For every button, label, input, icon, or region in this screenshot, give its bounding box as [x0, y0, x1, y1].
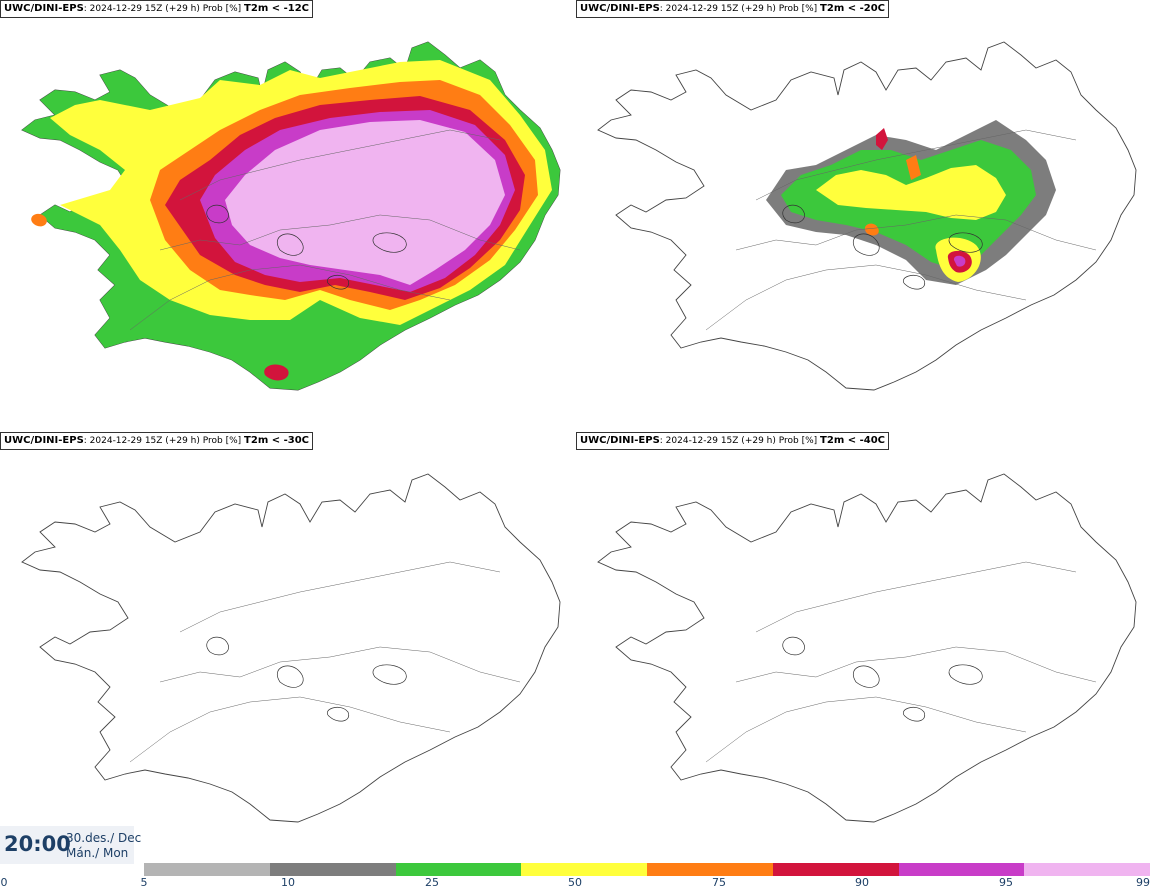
- glacier-outline: [372, 664, 407, 685]
- region-boundary: [129, 264, 451, 331]
- region-boundary: [735, 214, 1097, 251]
- valid-date: 30.des./ Dec: [66, 831, 142, 845]
- glacier-outline: [948, 664, 983, 685]
- glacier-outline: [782, 204, 805, 224]
- legend-swatch: [1024, 863, 1150, 876]
- legend-tick-label: 25: [425, 876, 439, 889]
- map-panel-t2m-below-minus20: UWC/DINI-EPS: 2024-12-29 15Z (+29 h) Pro…: [576, 0, 1150, 432]
- panel-title: UWC/DINI-EPS: 2024-12-29 15Z (+29 h) Pro…: [0, 0, 313, 18]
- iceland-probability-map: [597, 41, 1137, 391]
- legend-tick-label: 5: [140, 876, 148, 889]
- region-boundary: [705, 264, 1027, 331]
- legend-swatch: [647, 863, 773, 876]
- glacier-outline: [372, 232, 407, 253]
- legend-swatch: [269, 863, 396, 876]
- legend-tick-label: 75: [712, 876, 726, 889]
- probability-region-50-75: [816, 165, 1006, 220]
- legend-swatch: [772, 863, 899, 876]
- coastline: [597, 41, 1137, 391]
- legend-tick-label: 90: [855, 876, 869, 889]
- legend-tick-label: 50: [568, 876, 582, 889]
- probability-spot: [31, 213, 47, 227]
- glacier-outline: [277, 665, 304, 688]
- region-boundary: [129, 696, 451, 763]
- iceland-probability-map: [21, 473, 561, 823]
- coastline: [21, 473, 561, 823]
- legend-tick-label: 95: [999, 876, 1013, 889]
- probability-spot: [264, 364, 289, 381]
- valid-weekday: Mán./ Mon: [66, 846, 129, 860]
- glacier-outline: [327, 274, 350, 290]
- glacier-outline: [853, 665, 880, 688]
- probability-spot: [864, 223, 879, 236]
- color-legend-bar: [144, 863, 1150, 876]
- glacier-outline: [948, 232, 983, 253]
- map-panel-t2m-below-minus40: UWC/DINI-EPS: 2024-12-29 15Z (+29 h) Pro…: [576, 432, 1150, 864]
- panel-title: UWC/DINI-EPS: 2024-12-29 15Z (+29 h) Pro…: [576, 0, 889, 18]
- region-boundary: [179, 561, 501, 633]
- legend-swatch: [898, 863, 1025, 876]
- probability-spot: [876, 128, 888, 150]
- region-boundary: [159, 646, 521, 683]
- legend-tick-label: 0: [0, 876, 8, 889]
- legend-swatch: [395, 863, 522, 876]
- legend-tick-label: 10: [281, 876, 295, 889]
- legend-tick-label: 99: [1136, 876, 1150, 889]
- glacier-outline: [903, 274, 926, 290]
- glacier-outline: [206, 204, 229, 224]
- region-boundary: [755, 561, 1077, 633]
- region-boundary: [179, 129, 501, 201]
- valid-time-clock: 20:00: [4, 832, 71, 856]
- time-stamp-box: [0, 826, 134, 864]
- glacier-outline: [903, 706, 926, 722]
- panel-title: UWC/DINI-EPS: 2024-12-29 15Z (+29 h) Pro…: [0, 432, 313, 450]
- map-panel-t2m-below-minus12: UWC/DINI-EPS: 2024-12-29 15Z (+29 h) Pro…: [0, 0, 575, 432]
- glacier-outline: [277, 233, 304, 256]
- region-boundary: [755, 129, 1077, 201]
- glacier-outline: [853, 233, 880, 256]
- panel-title: UWC/DINI-EPS: 2024-12-29 15Z (+29 h) Pro…: [576, 432, 889, 450]
- iceland-probability-map: [21, 41, 561, 391]
- glacier-outline: [327, 706, 350, 722]
- glacier-outline: [206, 636, 229, 656]
- region-boundary: [159, 214, 521, 251]
- legend-swatch: [144, 863, 270, 876]
- glacier-outline: [782, 636, 805, 656]
- probability-spot: [906, 155, 921, 180]
- region-boundary: [705, 696, 1027, 763]
- map-panel-t2m-below-minus30: UWC/DINI-EPS: 2024-12-29 15Z (+29 h) Pro…: [0, 432, 575, 864]
- iceland-probability-map: [597, 473, 1137, 823]
- region-boundary: [735, 646, 1097, 683]
- legend-swatch: [521, 863, 647, 876]
- coastline: [597, 473, 1137, 823]
- probability-region-95-99: [953, 255, 966, 267]
